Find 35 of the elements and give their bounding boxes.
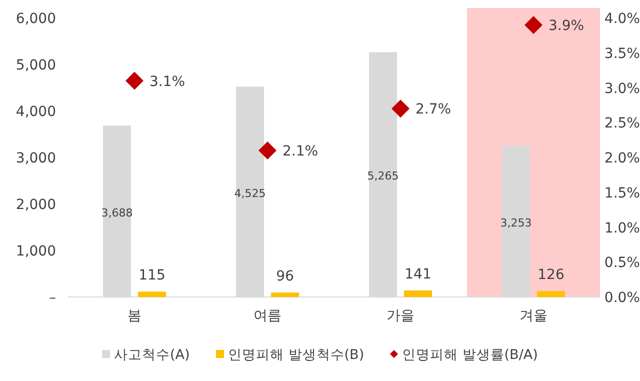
x-tick-label: 겨울: [520, 308, 548, 324]
data-label: 126: [538, 267, 564, 284]
data-label: 96: [276, 268, 294, 285]
data-label: 4,525: [234, 186, 266, 200]
y2-tick-label: 1.0%: [604, 220, 640, 236]
y-tick-label: 2,000: [16, 197, 56, 213]
y-tick-label: 6,000: [16, 11, 56, 27]
data-label: 141: [404, 266, 432, 282]
data-label: 5,265: [367, 170, 399, 183]
y2-tick-label: 0.0%: [604, 290, 640, 306]
legend-label: 인명피해 발생척수(B): [228, 347, 364, 363]
data-label: 3,253: [500, 216, 532, 230]
y2-tick-label: 2.5%: [604, 116, 640, 132]
data-label: 3,688: [101, 206, 133, 220]
legend-label: 인명피해 발생률(B/A): [402, 347, 538, 363]
data-label: 3.1%: [150, 74, 186, 90]
y-tick-label: –: [49, 290, 56, 306]
data-label: 2.1%: [282, 144, 318, 160]
x-tick-label: 가을: [386, 308, 414, 324]
legend-label: 사고척수(A): [114, 347, 190, 363]
data-label: 115: [138, 268, 166, 284]
y2-tick-label: 3.5%: [604, 46, 640, 62]
y-tick-label: 1,000: [16, 244, 56, 260]
y2-tick-label: 1.5%: [604, 185, 640, 202]
data-label: 3.9%: [548, 18, 584, 34]
y2-tick-label: 2.0%: [604, 150, 640, 166]
x-tick-label: 여름: [254, 308, 282, 324]
x-tick-label: 봄: [128, 308, 142, 324]
data-label: 2.7%: [416, 102, 452, 118]
y2-tick-label: 0.5%: [604, 255, 640, 272]
y-tick-label: 3,000: [16, 150, 56, 166]
y2-tick-label: 4.0%: [604, 11, 640, 27]
y2-tick-label: 3.0%: [604, 80, 640, 97]
y-tick-label: 4,000: [16, 104, 56, 120]
y-tick-label: 5,000: [16, 58, 56, 74]
